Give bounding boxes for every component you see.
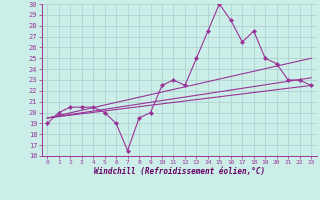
X-axis label: Windchill (Refroidissement éolien,°C): Windchill (Refroidissement éolien,°C): [94, 167, 265, 176]
